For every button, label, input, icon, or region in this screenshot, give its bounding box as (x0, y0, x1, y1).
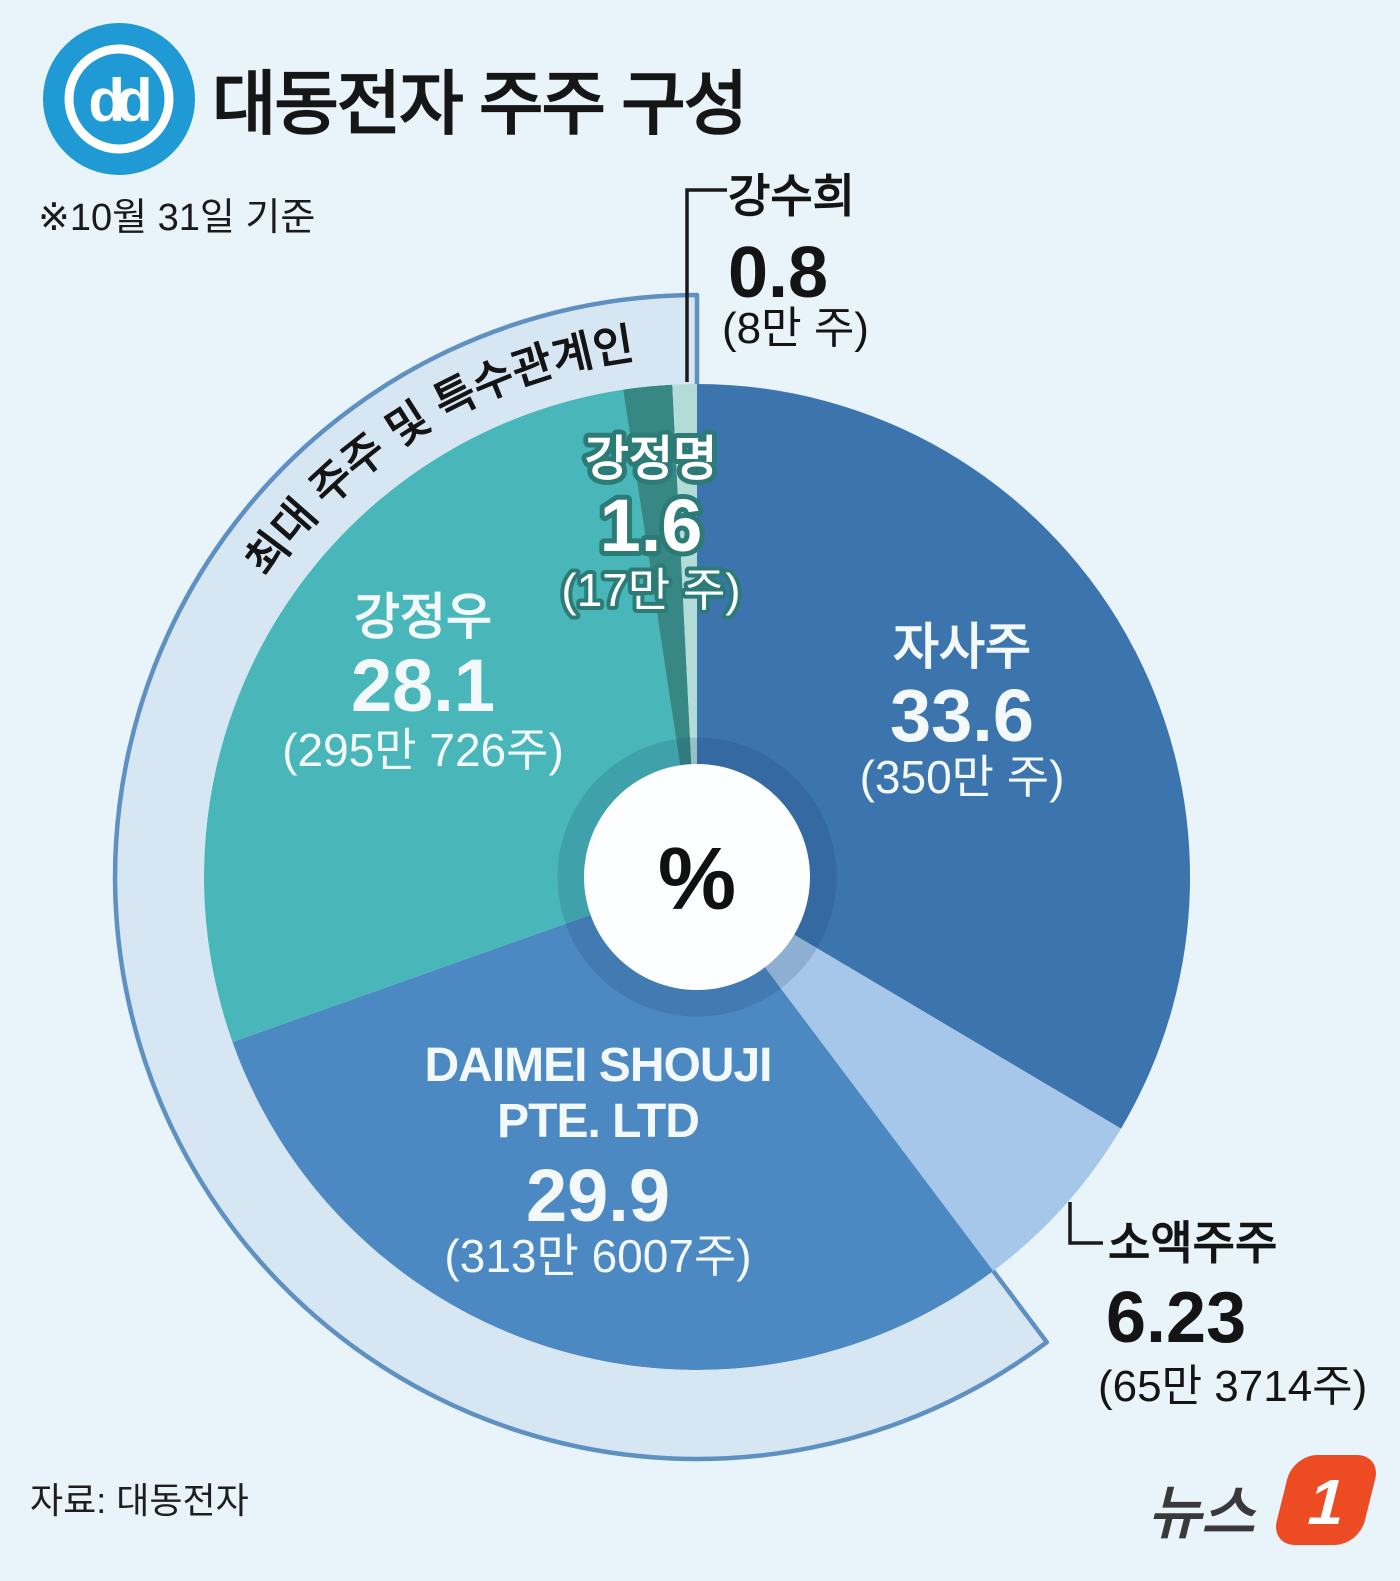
slice-label-jasaju: 자사주 33.6 (350만 주) (860, 619, 1065, 803)
slice-name: 강수희 (728, 170, 855, 222)
slice-shares: (295만 726주) (282, 724, 564, 776)
leader-kang-soo-hee (685, 188, 727, 382)
leader-soaekjuju (1068, 1202, 1103, 1245)
pie-slice-kang-jung-woo (203, 389, 698, 1043)
slice-shares: (8만 주) (722, 304, 869, 353)
source-text: 자료: 대동전자 (30, 1480, 249, 1521)
logo-ring (64, 44, 174, 154)
slice-value: 6.23 (1106, 1278, 1246, 1358)
pie-slice-daimei-shouji (232, 877, 994, 1370)
slice-value: 28.1 (351, 644, 495, 727)
slice-name: 소액주주 (1108, 1217, 1277, 1269)
slice-label-soaekjuju: 소액주주 6.23 (65만 3714주) (1098, 1217, 1367, 1411)
slice-label-kang-soo-hee: 강수희 0.8 (8만 주) (722, 170, 869, 353)
slice-name: 자사주 (893, 619, 1031, 675)
slice-shares: (65만 3714주) (1098, 1362, 1367, 1411)
pie-slice-jasaju (697, 384, 1191, 1129)
slice-value: 29.9 (526, 1154, 670, 1237)
slice-shares: (17만 주) (561, 564, 740, 616)
center-ring (557, 737, 837, 1017)
slice-name-line2: PTE. LTD (497, 1095, 699, 1148)
company-logo: dd (43, 23, 195, 175)
as-of-note: ※10월 31일 기준 (38, 197, 315, 239)
pie-slice-soaekjuju (697, 877, 1121, 1271)
pie-slices (112, 292, 1191, 1462)
center-unit-label: % (658, 829, 736, 928)
slice-label-kang-jung-woo: 강정우 28.1 (295만 726주) (282, 589, 564, 776)
pie-slice-kang-jung-myung (623, 384, 697, 877)
slice-value: 1.6 (600, 484, 703, 567)
slice-value: 33.6 (890, 674, 1034, 757)
slice-shares: (313만 6007주) (444, 1230, 751, 1282)
logo-dd-text: dd (88, 67, 149, 134)
pie-slice-kang-soo-hee (672, 383, 697, 877)
news1-badge: 1 (1276, 1455, 1376, 1545)
slice-name: 강정우 (354, 589, 492, 645)
slice-name: 강정명 (585, 433, 717, 486)
slice-shares: (350만 주) (860, 751, 1065, 803)
news1-wordmark: 뉴스 (1145, 1482, 1268, 1546)
news1-logo: 뉴스 1 (1145, 1455, 1376, 1546)
news1-badge-tile (1276, 1455, 1376, 1545)
group-band (115, 295, 1047, 1459)
slice-value: 0.8 (728, 233, 828, 313)
slice-name-line1: DAIMEI SHOUJI (424, 1039, 771, 1092)
center-circle (584, 764, 810, 990)
slice-label-daimei-shouji: DAIMEI SHOUJI PTE. LTD 29.9 (313만 6007주) (424, 1039, 772, 1282)
group-band-outline (112, 292, 1050, 1462)
slice-label-kang-jung-myung: 강정명 1.6 (17만 주) (557, 428, 744, 620)
page-title: 대동전자 주주 구성 (212, 65, 746, 143)
